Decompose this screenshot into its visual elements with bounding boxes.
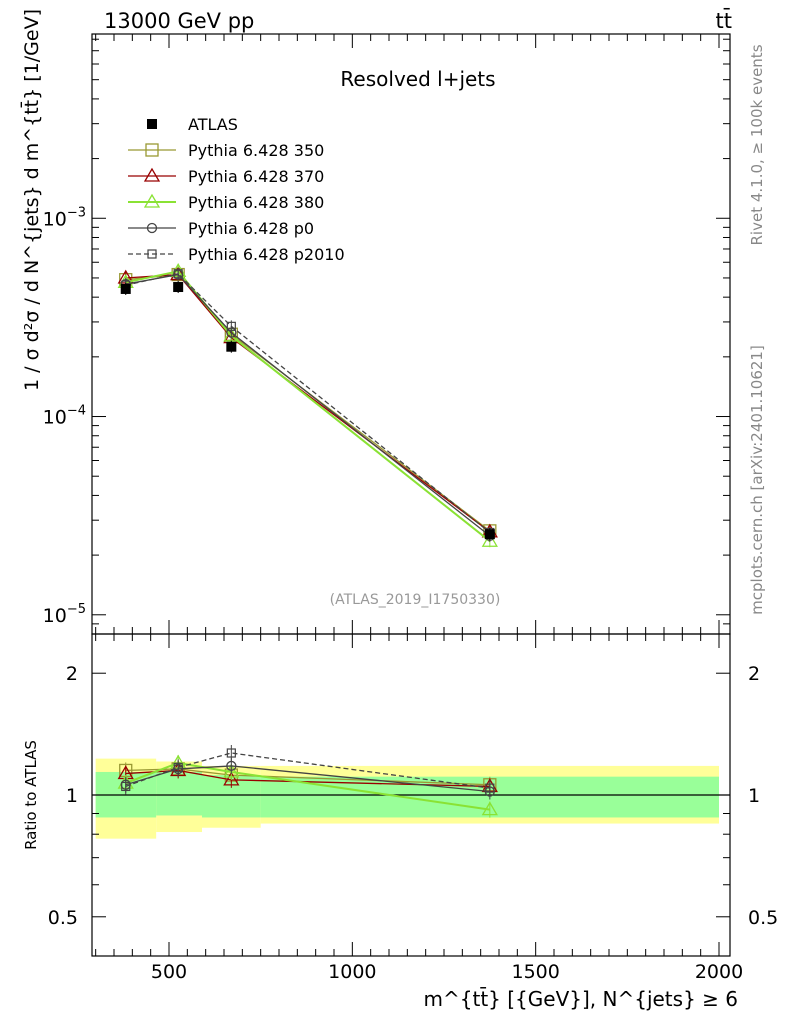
ratio-point-pythia-6-428-p2010 bbox=[173, 762, 183, 773]
ratio-point-pythia-6-428-380 bbox=[481, 801, 498, 816]
analysis-label: (ATLAS_2019_I1750330) bbox=[330, 592, 501, 608]
x-tick-label: 2000 bbox=[695, 961, 743, 983]
chart-title: Resolved l+jets bbox=[340, 67, 495, 91]
series-line-pythia-6-428-p2010 bbox=[125, 273, 491, 534]
header-process-label: tt̄ bbox=[716, 8, 732, 33]
legend-marker-pythia-6-428-350 bbox=[145, 143, 159, 157]
data-point-atlas bbox=[173, 282, 184, 293]
data-point-pythia-6-428-p2010 bbox=[226, 321, 236, 331]
data-point-atlas bbox=[226, 341, 237, 352]
y-tick-label: 10−3 bbox=[43, 205, 86, 230]
ratio-y-tick-label-right: 2 bbox=[748, 663, 760, 685]
legend-marker-pythia-6-428-370 bbox=[143, 167, 161, 182]
data-point-pythia-6-428-380 bbox=[481, 532, 498, 547]
legend-marker-pythia-6-428-p0 bbox=[146, 222, 158, 234]
ratio-y-tick-label-left: 0.5 bbox=[48, 907, 78, 929]
ratio-point-pythia-6-428-p2010 bbox=[485, 783, 495, 793]
rivet-version-label: Rivet 4.1.0, ≥ 100k events bbox=[748, 44, 766, 245]
ratio-y-tick-label-left: 2 bbox=[66, 663, 78, 685]
ratio-point-pythia-6-428-380 bbox=[223, 763, 240, 778]
ratio-y-tick-label-left: 1 bbox=[66, 785, 78, 807]
x-tick-label: 1000 bbox=[328, 961, 376, 983]
header-energy-label: 13000 GeV pp bbox=[104, 9, 254, 33]
legend-label-atlas: ATLAS bbox=[188, 115, 238, 134]
data-point-atlas bbox=[484, 529, 495, 540]
legend-label-pythia-6-428-p2010: Pythia 6.428 p2010 bbox=[188, 245, 345, 264]
legend-label-pythia-6-428-350: Pythia 6.428 350 bbox=[188, 141, 324, 160]
legend-marker-atlas bbox=[147, 119, 157, 129]
x-tick-label: 1500 bbox=[511, 961, 559, 983]
mcplots-label: mcplots.cern.ch [arXiv:2401.10621] bbox=[748, 345, 766, 615]
ratio-line-pythia-6-428-p2010 bbox=[125, 752, 490, 789]
main-y-axis-label: 1 / σ d²σ / d N^{jets} d m^{tt̄} [1/GeV] bbox=[19, 9, 43, 391]
uncertainty-band-inner bbox=[156, 771, 202, 816]
ratio-point-pythia-6-428-p2010 bbox=[226, 748, 236, 758]
series-line-pythia-6-428-380 bbox=[125, 270, 491, 543]
ratio-y-tick-label-right: 0.5 bbox=[748, 907, 778, 929]
data-point-pythia-6-428-p2010 bbox=[173, 269, 183, 279]
data-point-atlas bbox=[120, 283, 131, 294]
y-tick-label: 10−5 bbox=[43, 602, 86, 627]
x-tick-label: 500 bbox=[151, 961, 187, 983]
y-tick-label: 10−4 bbox=[43, 404, 86, 429]
x-axis-label: m^{tt̄} [{GeV}], N^{jets} ≥ 6 bbox=[424, 986, 738, 1011]
legend-label-pythia-6-428-370: Pythia 6.428 370 bbox=[188, 167, 324, 186]
legend-marker-pythia-6-428-380 bbox=[143, 193, 161, 208]
ratio-point-pythia-6-428-p0 bbox=[226, 760, 237, 772]
legend-marker-pythia-6-428-p2010 bbox=[147, 249, 157, 259]
legend-label-pythia-6-428-p0: Pythia 6.428 p0 bbox=[188, 219, 314, 238]
ratio-y-axis-label: Ratio to ATLAS bbox=[22, 740, 40, 850]
ratio-point-pythia-6-428-p2010 bbox=[121, 781, 131, 792]
ratio-point-pythia-6-428-370 bbox=[223, 771, 240, 786]
ratio-y-tick-label-right: 1 bbox=[748, 785, 760, 807]
ratio-line-pythia-6-428-350 bbox=[125, 768, 490, 786]
legend-label-pythia-6-428-380: Pythia 6.428 380 bbox=[188, 193, 324, 212]
